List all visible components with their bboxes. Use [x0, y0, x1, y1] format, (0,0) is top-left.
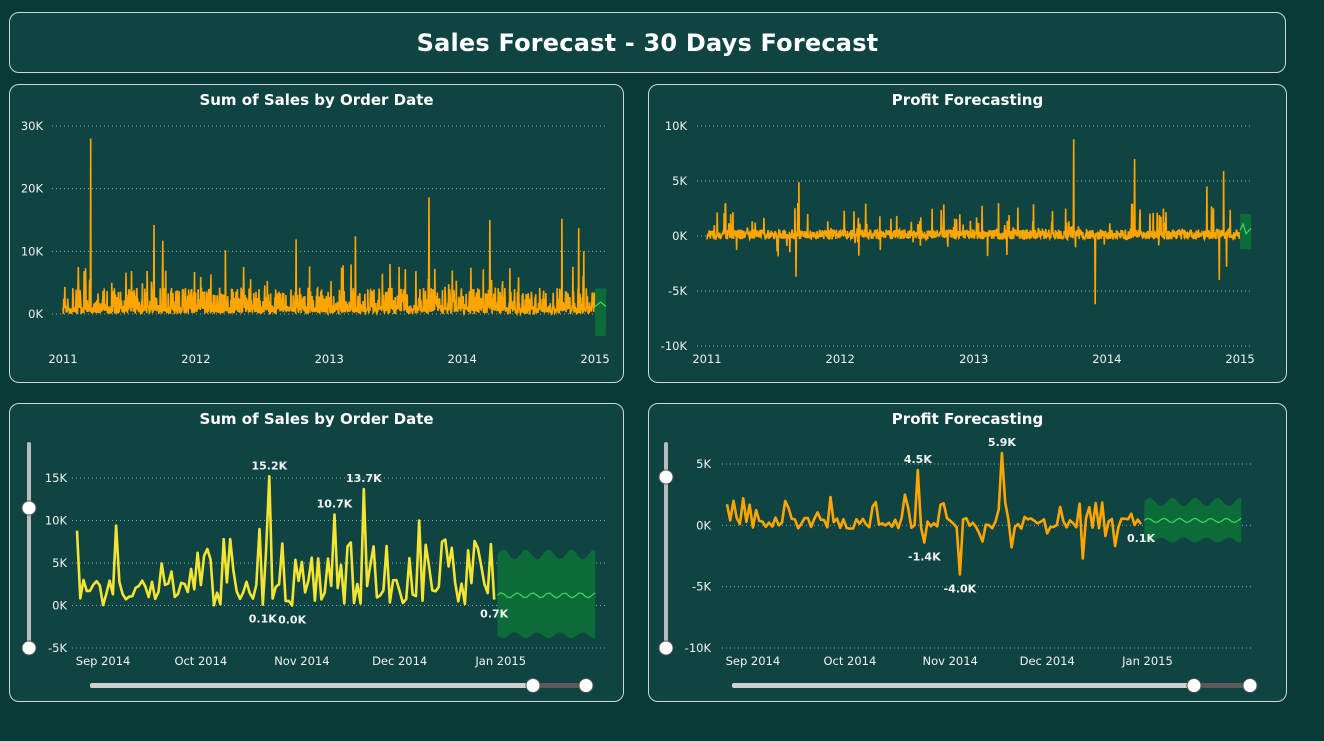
sales-overview-chart[interactable]: 30K 20K 10K 0K 2011 2012 2013 2014 2015 — [10, 85, 624, 383]
sales-zoom-panel[interactable]: Sum of Sales by Order Date 15K 10K 5K 0K -5K… — [9, 403, 624, 702]
x-tick-label: 2012 — [181, 352, 210, 366]
x-tick-label: Nov 2014 — [274, 654, 329, 668]
profit-zoom-panel[interactable]: Profit Forecasting 5K 0K -5K -10K 4.5K 5.9K -1… — [648, 403, 1287, 702]
sales-series-line — [62, 138, 596, 318]
y-tick-label: 10K — [45, 514, 68, 528]
y-tick-label: 5K — [672, 174, 687, 188]
series-line — [75, 475, 496, 607]
forecast-line — [594, 301, 607, 307]
y-tick-label: -10K — [685, 641, 712, 655]
y-tick-label: 20K — [21, 182, 44, 196]
horizontal-slider-handle-right[interactable] — [1242, 678, 1258, 693]
forecast-line — [1143, 517, 1242, 524]
x-tick-label: Jan 2015 — [1121, 654, 1173, 668]
vertical-slider-handle-top[interactable] — [658, 469, 674, 485]
horizontal-slider-range — [90, 683, 533, 688]
y-tick-label: 10K — [21, 244, 44, 258]
forecast-band — [595, 288, 606, 336]
x-tick-label: 2012 — [826, 352, 855, 366]
x-tick-label: 2011 — [692, 352, 721, 366]
panel-title: Profit Forecasting — [891, 410, 1044, 428]
x-tick-label: 2011 — [48, 352, 77, 366]
y-tick-label: -5K — [668, 284, 687, 298]
profit-series-line — [706, 139, 1241, 305]
forecast-band — [1144, 497, 1242, 543]
x-tick-label: Oct 2014 — [824, 654, 877, 668]
forecast-line — [497, 592, 596, 599]
x-tick-label: Dec 2014 — [1020, 654, 1075, 668]
data-label: 0.1K — [249, 613, 277, 626]
data-label: 0.7K — [480, 608, 508, 621]
x-tick-label: 2014 — [1092, 352, 1121, 366]
report-title-box: Sales Forecast - 30 Days Forecast — [9, 12, 1286, 73]
data-label: 0.0K — [278, 614, 306, 627]
y-tick-label: 5K — [696, 457, 711, 471]
y-tick-label: 0K — [52, 599, 67, 613]
data-label: 13.7K — [346, 472, 382, 485]
x-tick-label: Jan 2015 — [474, 654, 526, 668]
horizontal-slider-handle-right[interactable] — [578, 678, 594, 693]
vertical-slider-handle-bottom[interactable] — [658, 640, 674, 656]
x-tick-label: Oct 2014 — [174, 654, 227, 668]
x-tick-label: Sep 2014 — [76, 654, 131, 668]
profit-overview-panel[interactable]: Profit Forecasting 10K 5K 0K -5K -10K 2011 201… — [648, 84, 1287, 383]
y-tick-label: -5K — [692, 580, 711, 594]
x-tick-label: 2015 — [580, 352, 609, 366]
x-tick-label: Dec 2014 — [372, 654, 427, 668]
data-label: 10.7K — [317, 498, 353, 511]
horizontal-slider-range — [732, 683, 1194, 688]
sales-zoom-chart[interactable]: 15K 10K 5K 0K -5K 15.2K 10.7K 13.7K 0.1K 0.0K 0.7K… — [10, 404, 624, 702]
y-tick-label: 15K — [45, 471, 68, 485]
y-tick-label: 30K — [21, 119, 44, 133]
vertical-slider-track[interactable] — [664, 442, 668, 649]
y-tick-label: -10K — [661, 339, 688, 353]
panel-title: Sum of Sales by Order Date — [199, 91, 434, 109]
x-tick-label: 2014 — [448, 352, 477, 366]
y-tick-label: 10K — [665, 119, 688, 133]
data-label: 0.1K — [1127, 532, 1155, 545]
x-tick-label: 2013 — [959, 352, 988, 366]
y-tick-label: -5K — [48, 641, 67, 655]
data-label: 5.9K — [988, 436, 1016, 449]
horizontal-slider-handle-left[interactable] — [1186, 678, 1202, 693]
x-tick-label: 2013 — [315, 352, 344, 366]
panel-title: Profit Forecasting — [891, 91, 1044, 109]
vertical-slider-track[interactable] — [27, 442, 31, 649]
y-tick-label: 0K — [696, 518, 711, 532]
data-label: -4.0K — [944, 582, 977, 595]
y-tick-label: 0K — [672, 229, 687, 243]
data-label: 4.5K — [904, 453, 932, 466]
sales-overview-panel[interactable]: Sum of Sales by Order Date 30K 20K 10K 0K 20… — [9, 84, 624, 383]
series-line — [725, 451, 1143, 576]
x-tick-label: Sep 2014 — [726, 654, 781, 668]
y-tick-label: 5K — [52, 556, 67, 570]
x-tick-label: 2015 — [1225, 352, 1254, 366]
vertical-slider-handle-bottom[interactable] — [21, 640, 37, 656]
vertical-slider-handle-top[interactable] — [21, 500, 37, 516]
profit-overview-chart[interactable]: 10K 5K 0K -5K -10K 2011 2012 2013 2014 2015 — [649, 85, 1287, 383]
profit-zoom-chart[interactable]: 5K 0K -5K -10K 4.5K 5.9K -1.4K -4.0K 0.1K Sep 201… — [649, 404, 1287, 702]
report-title: Sales Forecast - 30 Days Forecast — [416, 28, 879, 57]
data-label: 15.2K — [251, 459, 287, 472]
x-tick-label: Nov 2014 — [922, 654, 977, 668]
panel-title: Sum of Sales by Order Date — [199, 410, 434, 428]
forecast-line — [1239, 222, 1252, 235]
horizontal-slider-handle-left[interactable] — [525, 678, 541, 693]
y-tick-label: 0K — [28, 307, 43, 321]
data-label: -1.4K — [908, 551, 941, 564]
